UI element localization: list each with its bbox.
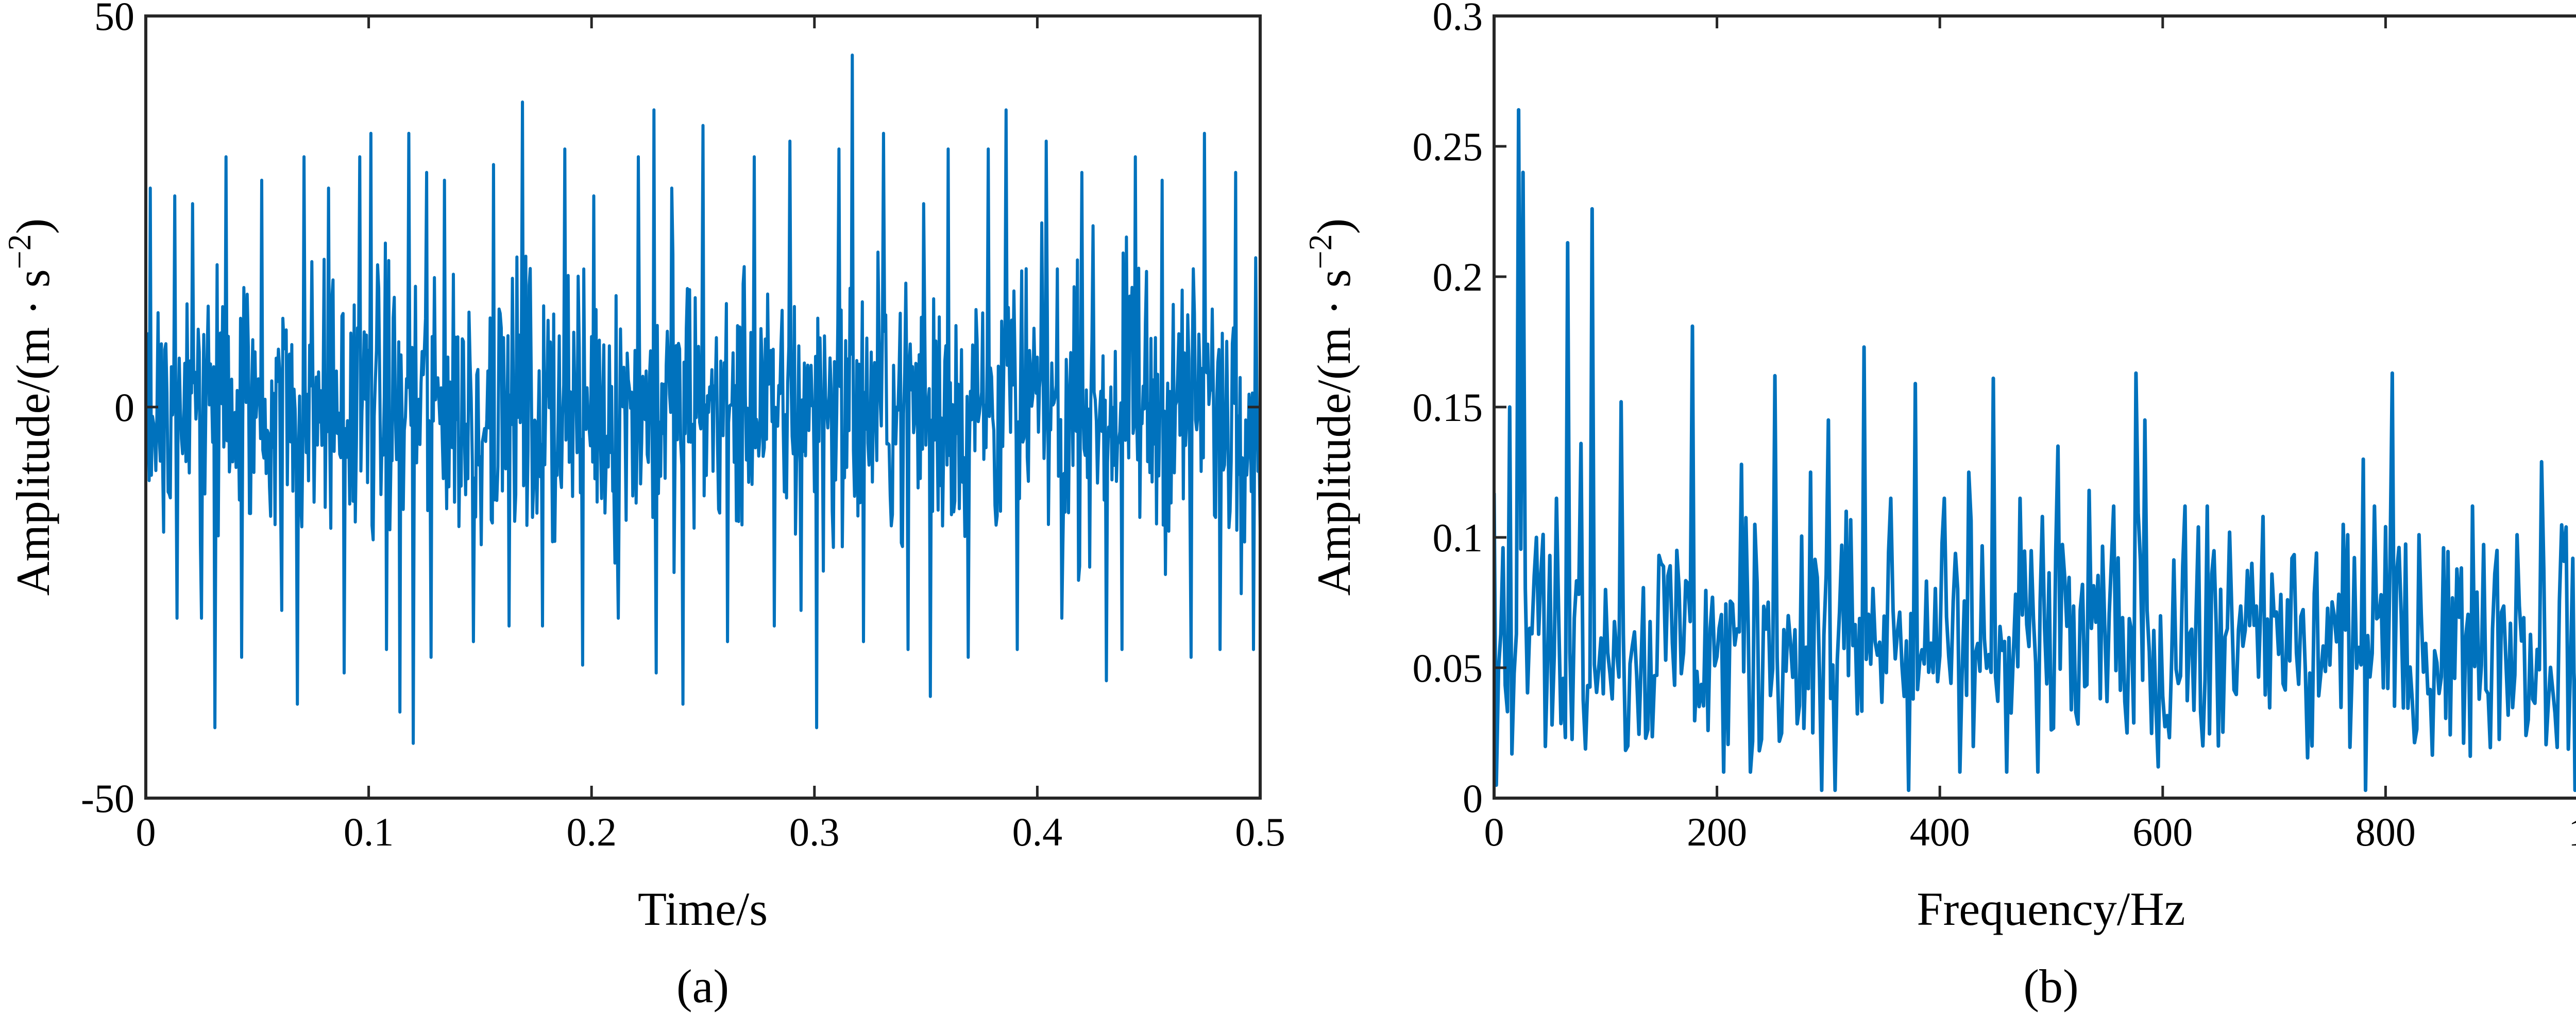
panel-b-y-axis-label-superscript: −2 (1302, 234, 1338, 269)
panel-a-x-tick-label: 0.5 (1235, 809, 1285, 854)
panel-b-y-tick-label: 0.25 (1413, 124, 1483, 169)
panel-b-y-tick-label: 0.1 (1433, 515, 1483, 560)
panel-a-signal-path (146, 53, 1260, 745)
panel-a-x-tick-label: 0.1 (344, 809, 394, 854)
panel-b-x-tick-label: 600 (2132, 809, 2193, 854)
panel-b-spectrum-path (1494, 108, 2576, 792)
panel-b-x-axis-label: Frequency/Hz (1917, 883, 2185, 935)
panel-a-y-tick-label: 0 (114, 385, 134, 430)
panel-b-x-tick-label: 200 (1687, 809, 1747, 854)
panel-a-y-axis-label-suffix: ) (7, 218, 59, 234)
panel-b-y-tick-label: 0.15 (1413, 385, 1483, 430)
panel-a-signal-line (146, 53, 1260, 745)
panel-b-x-tick-label: 1000 (2568, 809, 2576, 854)
panel-a-y-tick-label: -50 (81, 776, 134, 821)
panel-b-caption: (b) (2023, 960, 2078, 1012)
panel-a-caption: (a) (676, 960, 729, 1012)
panel-b-y-axis-label-main: Amplitude/(m · s (1308, 269, 1360, 596)
panel-b-ticks: 0 200 400 600 800 1000 0 0.05 0.1 0.15 0.2 0.25 0.3 (1413, 0, 2576, 854)
panel-b-spectrum-line (1494, 108, 2576, 792)
panel-b-y-axis-label-suffix: ) (1308, 218, 1360, 234)
panel-a-x-tick-label: 0 (136, 809, 156, 854)
panel-b-x-tick-label: 0 (1484, 809, 1504, 854)
panel-a-y-axis-label-main: Amplitude/(m · s (7, 269, 59, 596)
panel-b-y-tick-label: 0.3 (1433, 0, 1483, 39)
panel-a-y-axis-label: Amplitude/(m · s−2) (1, 218, 59, 596)
panel-b-y-tick-label: 0.2 (1433, 255, 1483, 299)
panel-a-y-axis-label-superscript: −2 (1, 234, 38, 269)
panel-a-x-tick-label: 0.2 (566, 809, 617, 854)
panel-a-x-tick-label: 0.3 (789, 809, 840, 854)
panel-a-x-axis-label: Time/s (638, 883, 768, 935)
panel-b: 0200400600800100000.050.10.150.20.250.3 … (1302, 0, 2576, 1012)
panel-b-y-tick-label: 0.05 (1413, 646, 1483, 690)
panel-a-x-tick-label: 0.4 (1012, 809, 1063, 854)
panel-b-x-tick-label: 800 (2355, 809, 2416, 854)
panel-b-y-tick-label: 0 (1463, 776, 1483, 821)
panel-b-x-tick-label: 400 (1910, 809, 1970, 854)
panel-b-y-axis-label: Amplitude/(m · s−2) (1302, 218, 1360, 596)
panel-a-y-tick-label: 50 (94, 0, 134, 39)
